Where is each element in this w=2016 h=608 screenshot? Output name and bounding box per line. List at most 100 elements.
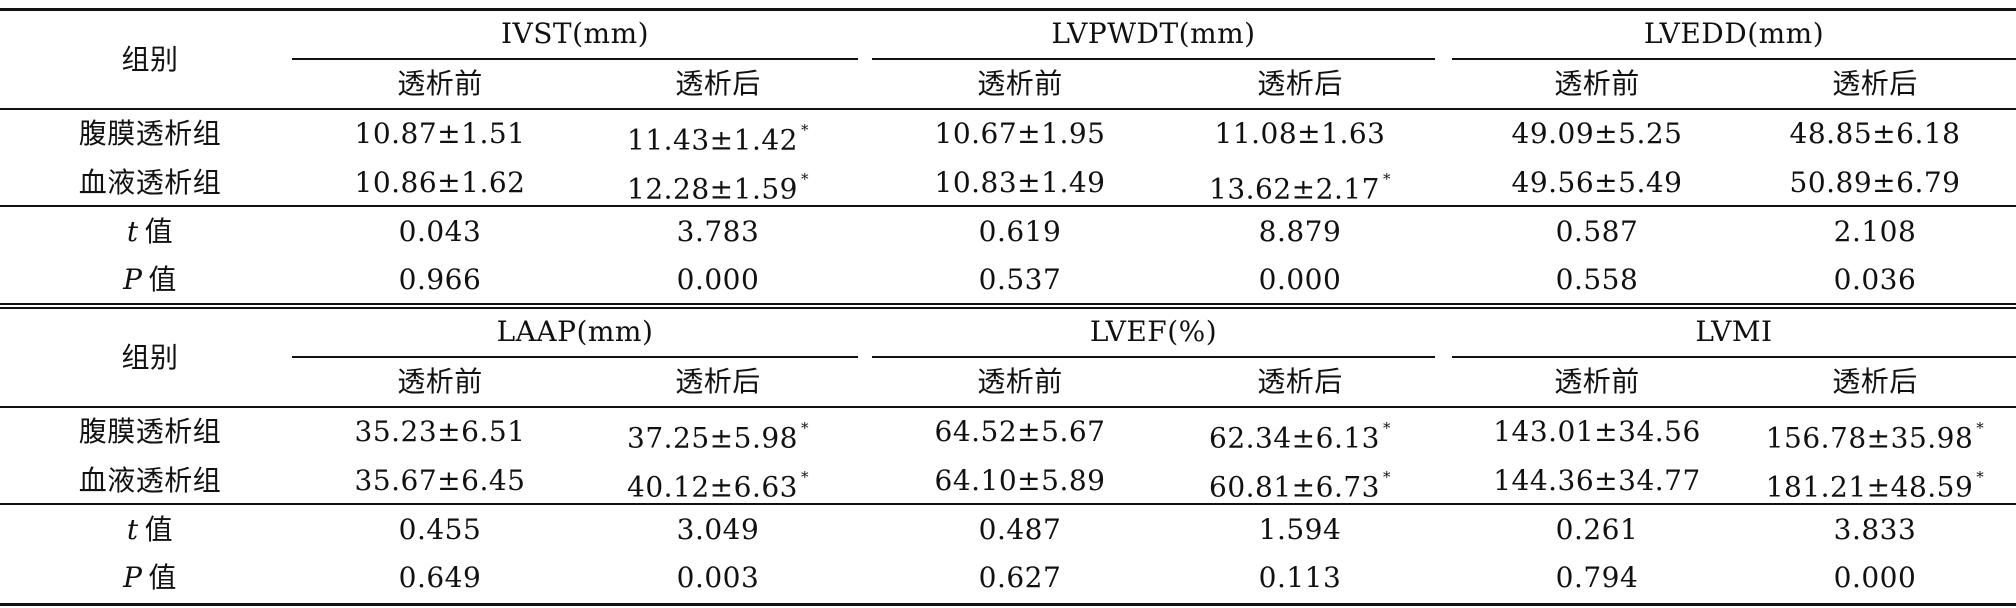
value-text: 181.21±48.59 bbox=[1765, 470, 1974, 504]
value-text: 156.78±35.98 bbox=[1765, 421, 1974, 455]
value-cell: 40.12±6.63 * bbox=[578, 461, 858, 503]
group-header-underline bbox=[292, 58, 858, 60]
group-header-underline bbox=[872, 58, 1435, 60]
value-cell: 60.81±6.73 * bbox=[1160, 461, 1440, 504]
group-header-0: LAAP(mm) bbox=[496, 315, 654, 348]
value-cell: 143.01±34.56 bbox=[1457, 412, 1737, 452]
row-label: 血液透析组 bbox=[78, 166, 222, 199]
value-text: 49.09±5.25 bbox=[1511, 117, 1683, 150]
value-cell: 156.78±35.98 * bbox=[1735, 412, 2015, 455]
group-header-underline bbox=[872, 356, 1435, 358]
header-bottom-rule bbox=[0, 108, 2016, 110]
group-header-underline bbox=[1452, 356, 2016, 358]
stat-value: 0.619 bbox=[978, 215, 1062, 248]
stat-symbol: P bbox=[123, 263, 143, 296]
significance-mark: * bbox=[1976, 468, 1985, 486]
group-header-0: IVST(mm) bbox=[500, 17, 650, 50]
value-text: 11.43±1.42 bbox=[627, 123, 798, 157]
value-text: 12.28±1.59 bbox=[627, 172, 798, 206]
value-cell: 11.08±1.63 bbox=[1160, 114, 1440, 154]
value-text: 37.25±5.98 bbox=[627, 421, 798, 455]
value-text: 11.08±1.63 bbox=[1214, 117, 1386, 150]
subheader-before: 透析前 bbox=[397, 365, 483, 398]
group-header-2: LVMI bbox=[1695, 315, 1773, 348]
stat-suffix: 值 bbox=[144, 513, 174, 546]
value-text: 144.36±34.77 bbox=[1493, 464, 1701, 497]
stat-value: 0.558 bbox=[1555, 263, 1639, 296]
stat-value: 8.879 bbox=[1258, 215, 1342, 248]
value-text: 10.87±1.51 bbox=[354, 117, 526, 150]
stats-top-rule bbox=[0, 205, 2016, 207]
stat-value: 0.649 bbox=[398, 561, 482, 594]
stat-value: 0.587 bbox=[1555, 215, 1639, 248]
block-separator-rule-a bbox=[0, 303, 2016, 305]
row-label: 腹膜透析组 bbox=[78, 117, 222, 150]
stat-value: 0.537 bbox=[978, 263, 1062, 296]
stats-top-rule bbox=[0, 503, 2016, 505]
value-text: 10.67±1.95 bbox=[934, 117, 1106, 150]
subheader-before: 透析前 bbox=[397, 67, 483, 100]
value-text: 50.89±6.79 bbox=[1789, 166, 1961, 199]
value-text: 10.86±1.62 bbox=[354, 166, 526, 199]
group-header-1: LVPWDT(mm) bbox=[1051, 17, 1256, 50]
value-text: 60.81±6.73 bbox=[1209, 470, 1380, 504]
header-bottom-rule bbox=[0, 406, 2016, 408]
table-bottom-rule bbox=[0, 603, 2016, 606]
stat-suffix: 值 bbox=[148, 263, 177, 296]
stat-symbol: t bbox=[126, 513, 139, 546]
value-text: 13.62±2.17 bbox=[1209, 172, 1380, 206]
value-cell: 35.23±6.51 bbox=[300, 412, 580, 452]
significance-mark: * bbox=[1382, 468, 1391, 486]
stat-value: 0.000 bbox=[676, 263, 760, 296]
value-cell: 35.67±6.45 bbox=[300, 461, 580, 501]
value-cell: 48.85±6.18 bbox=[1735, 114, 2015, 154]
group-header-underline bbox=[1452, 58, 2016, 60]
group-header-underline bbox=[292, 356, 858, 358]
stat-value: 0.000 bbox=[1258, 263, 1342, 296]
stat-value: 0.794 bbox=[1555, 561, 1639, 594]
stat-value: 0.966 bbox=[398, 263, 482, 296]
value-cell: 62.34±6.13 * bbox=[1160, 412, 1440, 455]
stat-suffix: 值 bbox=[144, 215, 174, 248]
row-label: 血液透析组 bbox=[78, 464, 222, 497]
value-text: 35.23±6.51 bbox=[354, 415, 526, 448]
stat-value: 1.594 bbox=[1258, 513, 1342, 546]
value-cell: 10.87±1.51 bbox=[300, 114, 580, 154]
value-text: 49.56±5.49 bbox=[1511, 166, 1683, 199]
subheader-after: 透析后 bbox=[1832, 365, 1918, 398]
significance-mark: * bbox=[1382, 419, 1391, 437]
value-cell: 181.21±48.59 * bbox=[1735, 461, 2015, 504]
stat-value: 3.833 bbox=[1833, 513, 1917, 546]
stat-value: 0.043 bbox=[398, 215, 482, 248]
value-cell: 144.36±34.77 bbox=[1457, 461, 1737, 501]
value-cell: 64.10±5.89 bbox=[880, 461, 1160, 501]
subheader-before: 透析前 bbox=[977, 365, 1063, 398]
subheader-after: 透析后 bbox=[675, 365, 761, 398]
significance-mark: * bbox=[800, 419, 809, 437]
group-header-2: LVEDD(mm) bbox=[1643, 17, 1825, 50]
value-text: 35.67±6.45 bbox=[354, 464, 526, 497]
value-cell: 49.09±5.25 bbox=[1457, 114, 1737, 154]
table-top-rule bbox=[0, 8, 2016, 11]
row-label: 腹膜透析组 bbox=[78, 415, 222, 448]
row-header-cell: 组别 bbox=[121, 43, 179, 76]
stat-value: 3.049 bbox=[676, 513, 760, 546]
stat-value: 0.627 bbox=[978, 561, 1062, 594]
block-separator-rule-b bbox=[0, 307, 2016, 309]
stat-symbol: t bbox=[126, 215, 139, 248]
subheader-after: 透析后 bbox=[1832, 67, 1918, 100]
value-text: 10.83±1.49 bbox=[934, 166, 1106, 199]
value-text: 143.01±34.56 bbox=[1493, 415, 1701, 448]
stat-symbol: P bbox=[123, 561, 143, 594]
stat-value: 0.455 bbox=[398, 513, 482, 546]
value-cell: 50.89±6.79 bbox=[1735, 163, 2015, 203]
stat-value: 0.487 bbox=[978, 513, 1062, 546]
significance-mark: * bbox=[800, 170, 809, 188]
value-cell: 37.25±5.98 * bbox=[578, 412, 858, 455]
value-text: 62.34±6.13 bbox=[1209, 421, 1380, 455]
stat-value: 0.000 bbox=[1833, 561, 1917, 594]
